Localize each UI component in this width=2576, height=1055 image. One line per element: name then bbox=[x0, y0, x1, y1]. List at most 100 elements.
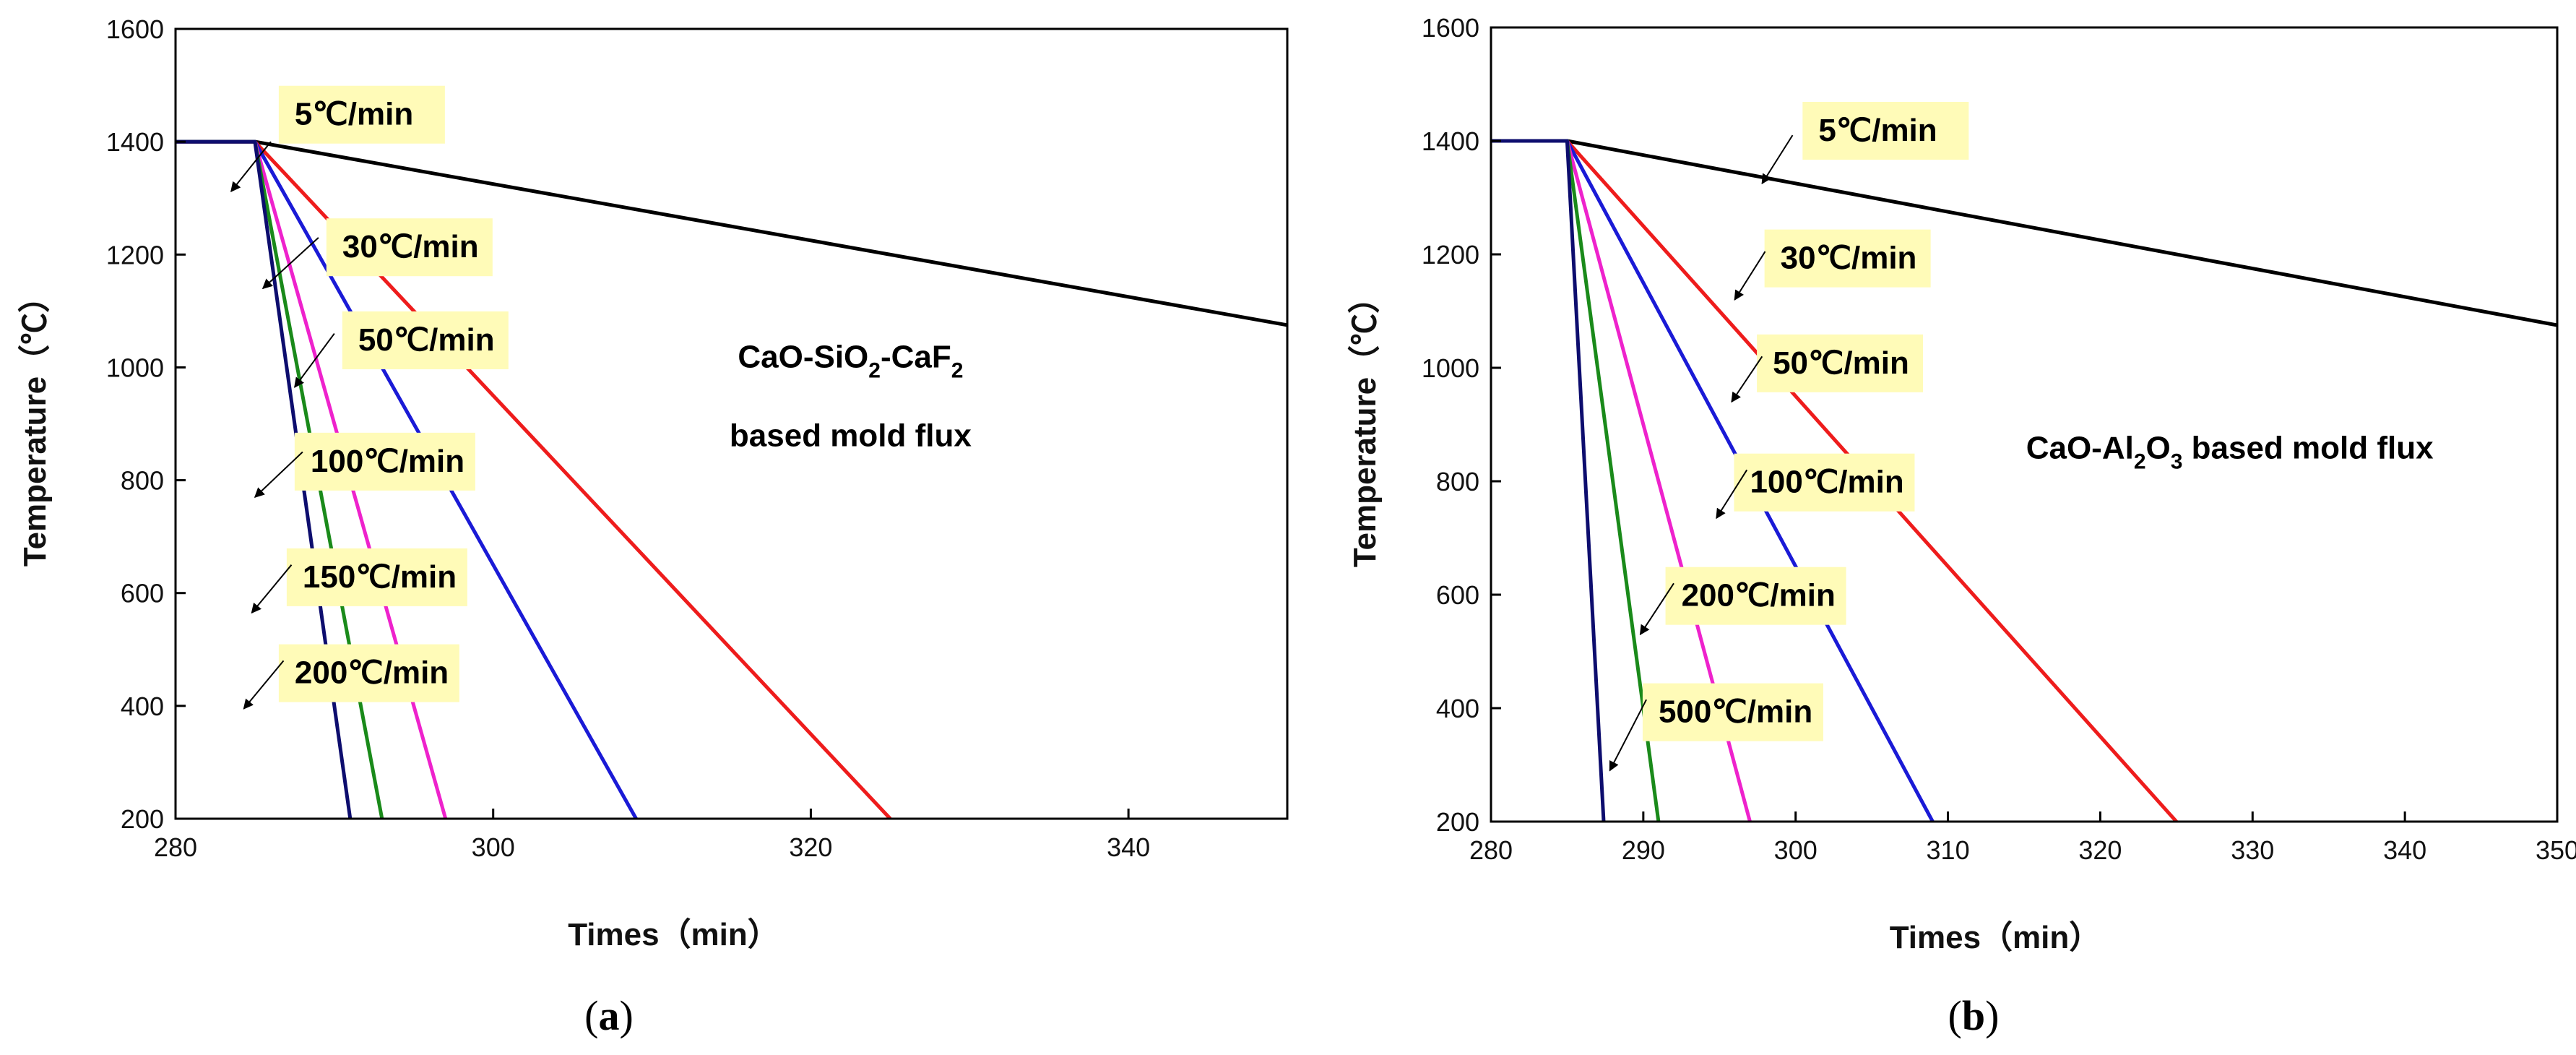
flux-label-line1: CaO-Al2O3 based mold flux bbox=[2026, 431, 2434, 474]
rate-label: 5℃/min bbox=[295, 97, 413, 132]
rate-annotation: 150℃/min bbox=[251, 548, 467, 614]
pointer-arrow bbox=[1716, 469, 1748, 520]
flux-label-line1: CaO-SiO2-CaF2 bbox=[738, 339, 963, 382]
flux-middle: O bbox=[2146, 431, 2171, 466]
flux-subscript: 2 bbox=[951, 358, 964, 382]
label-box bbox=[286, 548, 467, 606]
y-tick-label: 600 bbox=[121, 579, 164, 608]
flux-subscript: 2 bbox=[2134, 450, 2146, 474]
x-tick-label: 280 bbox=[1469, 835, 1513, 865]
flux-prefix: CaO-Al bbox=[2026, 431, 2134, 466]
rate-annotation: 5℃/min bbox=[1761, 102, 1969, 185]
rate-annotation: 30℃/min bbox=[1734, 229, 1931, 301]
x-tick-label: 320 bbox=[2078, 835, 2122, 865]
panel-caption: (b) bbox=[1948, 992, 2000, 1039]
pointer-arrow bbox=[243, 660, 285, 710]
pointer-arrow bbox=[1731, 356, 1763, 403]
y-tick-label: 1200 bbox=[1422, 240, 1479, 270]
x-tick-label: 290 bbox=[1622, 835, 1665, 865]
flux-prefix: CaO-SiO bbox=[738, 339, 868, 374]
pointer-arrow bbox=[262, 237, 319, 290]
flux-label-line2: based mold flux bbox=[730, 418, 972, 454]
y-tick-label: 200 bbox=[1436, 807, 1479, 837]
y-tick-label: 1000 bbox=[1422, 353, 1479, 383]
y-tick-label: 800 bbox=[1436, 467, 1479, 496]
pointer-arrow bbox=[1734, 251, 1766, 301]
rate-label: 150℃/min bbox=[303, 559, 457, 595]
label-box bbox=[1764, 229, 1931, 288]
rate-annotation: 500℃/min bbox=[1609, 683, 1823, 772]
y-tick-label: 1600 bbox=[1422, 13, 1479, 43]
rate-label: 200℃/min bbox=[295, 655, 449, 691]
y-tick-label: 1600 bbox=[106, 14, 164, 44]
rate-label: 50℃/min bbox=[358, 322, 495, 358]
series-line-b-5 bbox=[1491, 139, 1606, 822]
y-tick-label: 1200 bbox=[106, 240, 164, 270]
rate-label: 500℃/min bbox=[1659, 694, 1812, 730]
series-line-b-4 bbox=[1491, 139, 1661, 822]
panel-caption: (a) bbox=[584, 992, 634, 1039]
label-box bbox=[278, 85, 445, 144]
x-tick-label: 300 bbox=[472, 832, 515, 862]
x-axis-title: Times（min） bbox=[568, 917, 779, 952]
x-tick-label: 340 bbox=[2383, 835, 2426, 865]
pointer-arrow bbox=[230, 141, 272, 192]
rate-annotation: 200℃/min bbox=[243, 644, 459, 710]
pointer-arrow bbox=[294, 332, 335, 388]
label-box bbox=[1734, 453, 1915, 512]
rate-annotation: 50℃/min bbox=[294, 311, 509, 388]
pointer-arrow bbox=[1761, 134, 1794, 185]
caption-close: ) bbox=[620, 992, 634, 1039]
flux-middle: -CaF bbox=[881, 339, 951, 374]
rate-annotation: 30℃/min bbox=[262, 218, 493, 290]
rate-label: 100℃/min bbox=[311, 444, 464, 479]
x-tick-label: 310 bbox=[1927, 835, 1970, 865]
y-tick-label: 200 bbox=[121, 804, 164, 834]
x-tick-label: 350 bbox=[2536, 835, 2576, 865]
label-box bbox=[1642, 683, 1823, 741]
caption-close: ) bbox=[1985, 992, 1999, 1039]
y-axis-title: Temperature（℃） bbox=[17, 281, 53, 567]
label-box bbox=[1757, 334, 1924, 392]
pointer-arrow bbox=[251, 564, 293, 614]
rate-annotation: 100℃/min bbox=[1716, 453, 1915, 520]
label-box bbox=[326, 218, 493, 277]
x-tick-label: 300 bbox=[1774, 835, 1818, 865]
flux-tail: based mold flux bbox=[2182, 431, 2434, 466]
y-tick-label: 400 bbox=[121, 692, 164, 721]
rate-annotation: 100℃/min bbox=[254, 432, 475, 498]
rate-label: 30℃/min bbox=[1781, 241, 1917, 276]
rate-label: 200℃/min bbox=[1682, 578, 1836, 613]
y-tick-label: 1000 bbox=[106, 353, 164, 382]
y-tick-label: 400 bbox=[1436, 694, 1479, 723]
label-box bbox=[1802, 102, 1969, 160]
plot-frame bbox=[174, 27, 1289, 820]
caption-open: ( bbox=[584, 992, 598, 1039]
y-tick-label: 800 bbox=[121, 466, 164, 496]
x-tick-label: 320 bbox=[789, 832, 832, 862]
y-tick-label: 1400 bbox=[1422, 126, 1479, 156]
caption-letter: a bbox=[599, 992, 620, 1039]
rate-label: 30℃/min bbox=[342, 229, 479, 264]
y-tick-label: 1400 bbox=[106, 127, 164, 157]
flux-subscript: 2 bbox=[868, 358, 881, 382]
chart-panel-b: 280 290 300 310 320 330 340 350 200 400 600 800 1000… bbox=[1347, 13, 2576, 1039]
label-box bbox=[278, 644, 459, 702]
chart-panel-a: 280 300 320 340 200 400 600 800 1000 1200 1400 1600… bbox=[17, 14, 1289, 1039]
caption-letter: b bbox=[1962, 992, 1985, 1039]
rate-annotation: 5℃/min bbox=[230, 85, 445, 192]
flux-subscript: 3 bbox=[2171, 450, 2183, 474]
plot-frame bbox=[1490, 26, 2559, 823]
rate-annotation: 50℃/min bbox=[1731, 334, 1924, 403]
pointer-arrow bbox=[254, 451, 303, 498]
y-axis-title: Temperature（℃） bbox=[1347, 282, 1383, 567]
x-tick-label: 330 bbox=[2231, 835, 2274, 865]
rate-label: 50℃/min bbox=[1773, 345, 1909, 381]
rate-label: 5℃/min bbox=[1818, 113, 1937, 148]
rate-annotation: 200℃/min bbox=[1639, 567, 1846, 636]
rate-label: 100℃/min bbox=[1750, 465, 1903, 500]
label-box bbox=[342, 311, 509, 370]
label-box bbox=[294, 432, 475, 491]
label-box bbox=[1665, 567, 1846, 625]
